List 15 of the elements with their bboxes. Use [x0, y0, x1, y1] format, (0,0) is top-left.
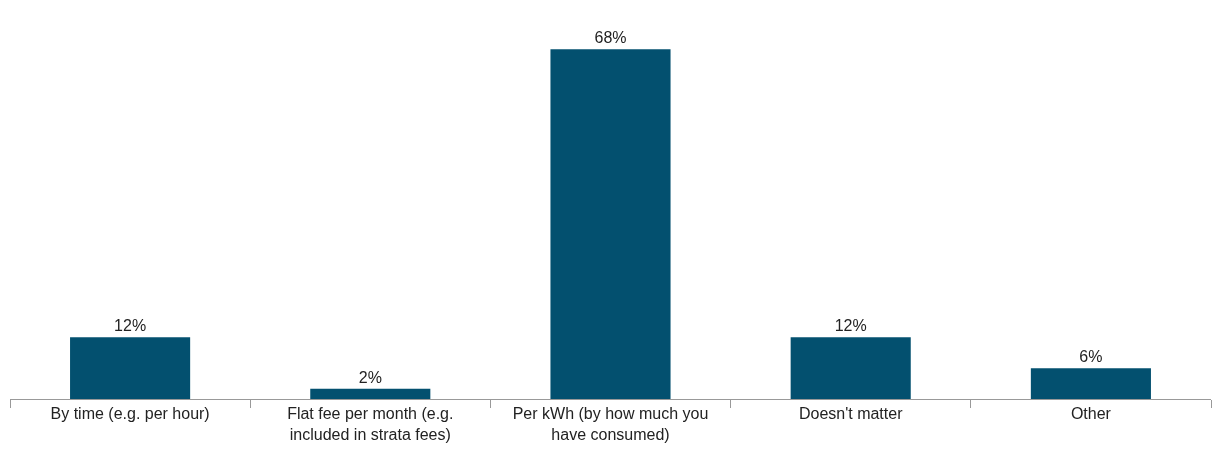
x-tick-label: Other: [1070, 405, 1112, 423]
data-label: 68%: [594, 29, 627, 47]
data-label: 2%: [358, 368, 382, 386]
bar: [310, 388, 431, 399]
bar: [550, 49, 671, 399]
bar: [70, 337, 191, 399]
x-tick-label: Per kWh (by how much you have consumed): [512, 405, 709, 443]
data-label: 12%: [834, 317, 867, 335]
data-label: 12%: [114, 317, 147, 335]
x-tick-label: Flat fee per month (e.g. included in strata fees): [287, 405, 454, 443]
data-label: 6%: [1079, 348, 1103, 366]
bar: [1030, 368, 1151, 399]
x-tick-label: By time (e.g. per hour): [50, 405, 210, 423]
bar: [790, 337, 911, 399]
x-tick-label: Doesn't matter: [798, 405, 904, 423]
